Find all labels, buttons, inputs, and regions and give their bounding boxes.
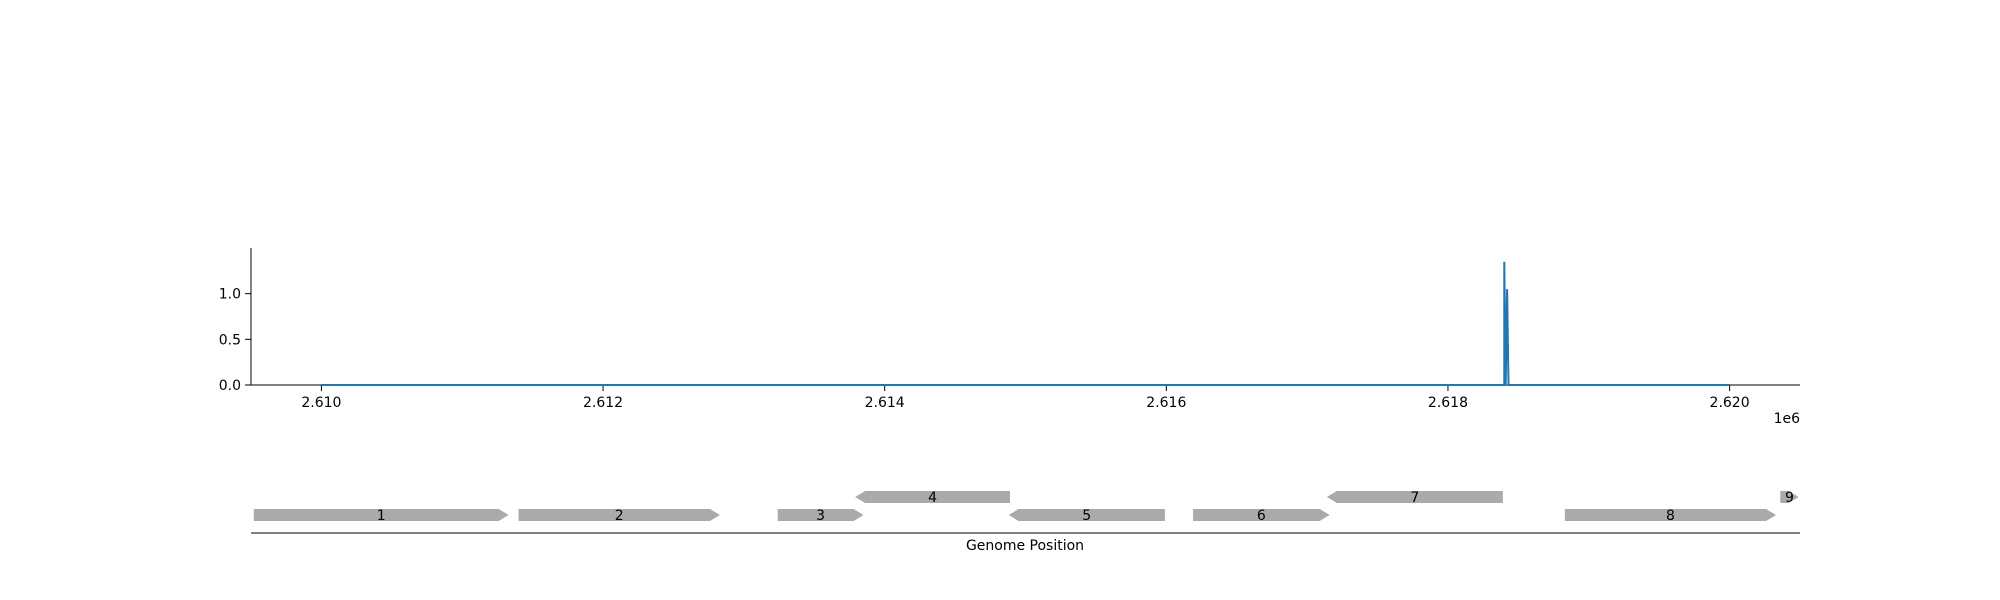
gene-arrow <box>1564 509 1777 521</box>
coverage-line <box>321 261 1730 386</box>
gene-arrow <box>253 509 509 521</box>
gene-label: 7 <box>1410 490 1419 506</box>
series-layer <box>321 261 1730 386</box>
gene-track-xlabel: Genome Position <box>966 538 1084 554</box>
gene-label: 8 <box>1666 508 1675 524</box>
y-tick-label: 0.0 <box>219 378 241 394</box>
x-ticks: 2.610 2.612 2.614 2.616 2.618 2.620 <box>301 385 1750 411</box>
gene-label: 9 <box>1785 490 1794 506</box>
gene-arrow <box>777 509 864 521</box>
x-offset-label: 1e6 <box>1774 411 1801 427</box>
gene-label: 4 <box>928 490 937 506</box>
gene-arrow <box>1193 509 1330 521</box>
gene-arrow <box>1008 509 1165 521</box>
gene-arrow <box>1780 491 1799 503</box>
genes-layer: 1 2 3 4 5 6 7 8 9 <box>253 490 1799 524</box>
x-tick-label: 2.612 <box>583 395 623 411</box>
gene-label: 3 <box>816 508 825 524</box>
gene-arrow <box>518 509 720 521</box>
coverage-plot: 0.0 0.5 1.0 2.610 2.612 2.614 2.616 2.618 2.620… <box>219 248 1800 427</box>
x-tick-label: 2.616 <box>1146 395 1186 411</box>
gene-label: 5 <box>1082 508 1091 524</box>
x-tick-label: 2.610 <box>301 395 341 411</box>
x-tick-label: 2.620 <box>1710 395 1750 411</box>
x-tick-label: 2.618 <box>1428 395 1468 411</box>
y-ticks: 0.0 0.5 1.0 <box>219 287 251 394</box>
gene-track: 1 2 3 4 5 6 7 8 9 Genome Position <box>251 490 1800 554</box>
gene-label: 2 <box>615 508 624 524</box>
gene-arrow <box>855 491 1011 503</box>
y-tick-label: 0.5 <box>219 332 241 348</box>
gene-label: 6 <box>1257 508 1266 524</box>
gene-label: 1 <box>377 508 386 524</box>
x-tick-label: 2.614 <box>865 395 905 411</box>
gene-arrow <box>1326 491 1503 503</box>
y-tick-label: 1.0 <box>219 287 241 303</box>
